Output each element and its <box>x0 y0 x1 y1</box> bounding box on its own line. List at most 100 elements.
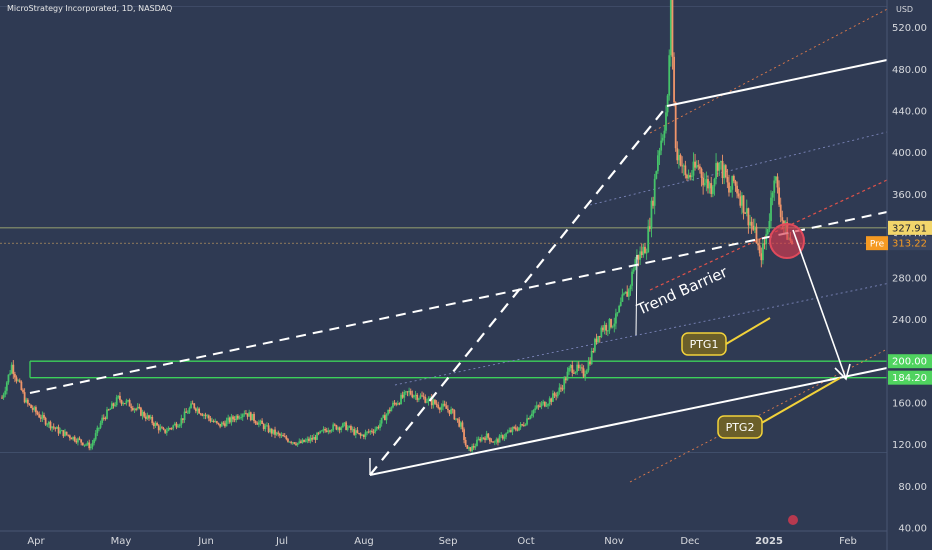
candle-body <box>248 412 251 417</box>
candle-body <box>369 430 372 433</box>
time-axis: Apr May Jun Jul Aug Sep Oct Nov Dec 2025 Feb <box>0 515 887 547</box>
candle-body <box>54 427 57 429</box>
candle-body <box>146 415 149 419</box>
candle-body <box>316 432 318 440</box>
candle-body <box>93 439 95 444</box>
fan-line-top <box>649 4 896 134</box>
candle-body <box>183 411 186 421</box>
candle-body <box>555 395 558 397</box>
candle-body <box>356 430 359 433</box>
candle-body <box>618 306 621 313</box>
candle-body <box>22 389 24 393</box>
candle-body <box>290 441 293 443</box>
candle-body <box>417 398 420 400</box>
candle-body <box>472 446 475 448</box>
candle-body <box>277 432 280 434</box>
candle-body <box>650 200 653 229</box>
candle-body <box>165 431 168 433</box>
support-price-badge <box>888 370 932 385</box>
candle-body <box>427 398 430 402</box>
candle-body <box>498 435 501 443</box>
candle-body <box>505 433 507 437</box>
candle-body <box>327 430 330 432</box>
candle-body <box>224 423 226 427</box>
candle-body <box>763 243 766 245</box>
candle-body <box>660 140 663 151</box>
candle-body <box>715 163 717 179</box>
candle-body <box>404 391 407 393</box>
candle-body <box>440 406 443 410</box>
candle-body <box>597 336 600 343</box>
candle-body <box>519 424 522 428</box>
candle-body <box>456 418 459 420</box>
candle-body <box>122 403 125 405</box>
candle-body <box>338 427 341 431</box>
candle-body <box>647 226 650 253</box>
candle-body <box>240 417 243 419</box>
chart-title: MicroStrategy Incorporated, 1D, NASDAQ <box>7 4 173 13</box>
candle-body <box>106 409 108 419</box>
candle-body <box>96 427 99 434</box>
candle-body <box>89 446 92 449</box>
candle-body <box>345 422 348 430</box>
price-tick-label: 520.00 <box>892 23 927 34</box>
candle-body <box>85 444 87 446</box>
candle-body <box>530 413 533 417</box>
candle-body <box>729 189 732 193</box>
time-tick-label: May <box>111 536 132 547</box>
candle-body <box>624 291 627 294</box>
candle-body <box>51 426 53 429</box>
candle-body <box>511 427 514 432</box>
candle-body <box>774 176 777 181</box>
candle-body <box>293 442 296 444</box>
candle-body <box>159 427 162 431</box>
candle-body <box>466 445 469 449</box>
candle-body <box>125 400 128 404</box>
candle-body <box>471 446 474 452</box>
candle-body <box>430 397 433 406</box>
candle-body <box>506 432 509 434</box>
candle-body <box>742 195 745 213</box>
candle-body <box>629 285 632 290</box>
event-marker-icon <box>788 515 798 525</box>
candle-body <box>38 414 41 418</box>
candle-body <box>723 165 726 179</box>
candle-body <box>354 430 357 435</box>
candle-body <box>72 436 74 440</box>
candle-body <box>325 430 328 432</box>
candle-body <box>455 418 457 420</box>
candle-body <box>406 391 409 393</box>
candle-body <box>485 433 488 441</box>
candle-body <box>190 403 192 409</box>
candle-body <box>522 425 525 427</box>
candle-body <box>689 175 692 178</box>
candle-body <box>535 405 538 409</box>
candle-body <box>367 431 370 433</box>
time-tick-label: Aug <box>354 536 374 547</box>
candle-body <box>537 405 540 407</box>
candle-body <box>230 416 233 423</box>
candle-body <box>699 166 701 169</box>
candle-body <box>673 56 675 103</box>
projection-arrow-shaft <box>792 229 846 377</box>
candle-body <box>2 394 5 398</box>
candle-body <box>264 425 267 430</box>
candle-body <box>542 401 545 404</box>
candle-body <box>387 409 390 415</box>
candle-body <box>694 161 696 168</box>
candle-body <box>81 442 84 446</box>
candle-body <box>716 163 719 171</box>
candle-body <box>23 392 26 403</box>
candle-body <box>388 409 391 412</box>
candle-body <box>547 404 549 406</box>
candle-body <box>400 394 402 404</box>
candle-body <box>755 226 758 244</box>
candle-body <box>20 381 23 390</box>
candle-body <box>534 408 537 411</box>
candle-body <box>57 427 60 434</box>
candle-body <box>117 395 120 398</box>
price-tick-label: 360.00 <box>892 190 927 201</box>
long-dashed-trendline <box>29 211 888 394</box>
candle-body <box>487 433 490 438</box>
